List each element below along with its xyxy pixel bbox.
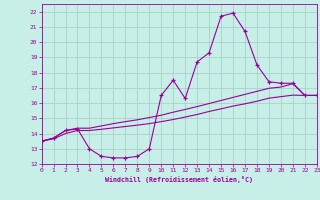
- X-axis label: Windchill (Refroidissement éolien,°C): Windchill (Refroidissement éolien,°C): [105, 176, 253, 183]
